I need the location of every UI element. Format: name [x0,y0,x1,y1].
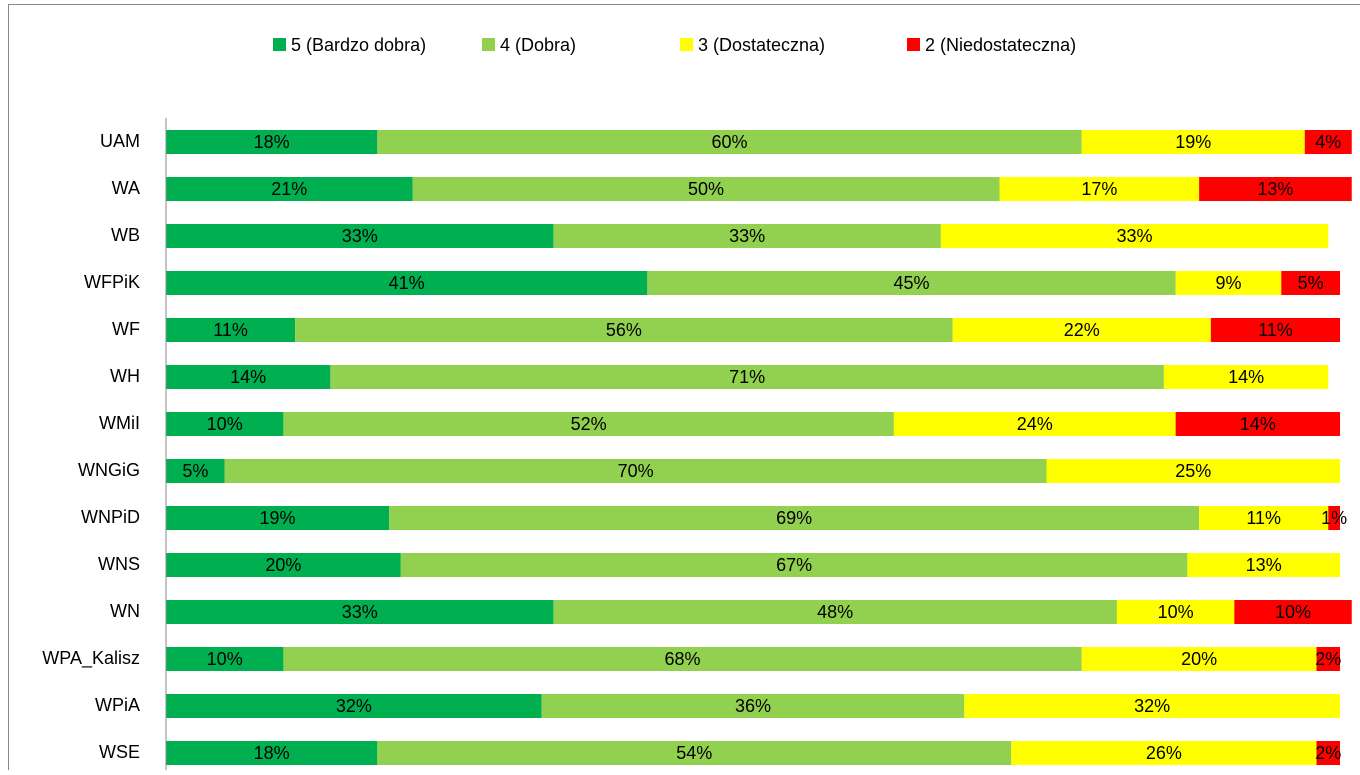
data-label: 33% [729,226,765,246]
data-label: 4% [1315,132,1341,152]
y-tick-label: WSE [99,742,140,762]
data-label: 26% [1146,743,1182,763]
data-label: 69% [776,508,812,528]
data-label: 21% [271,179,307,199]
data-label: 33% [342,602,378,622]
data-label: 45% [893,273,929,293]
data-label: 32% [336,696,372,716]
data-label: 18% [254,743,290,763]
y-tick-label: WNGiG [78,460,140,480]
data-label: 24% [1017,414,1053,434]
legend-label: 3 (Dostateczna) [698,35,825,55]
data-label: 54% [676,743,712,763]
data-label: 9% [1215,273,1241,293]
data-label: 33% [342,226,378,246]
data-label: 33% [1117,226,1153,246]
data-label: 13% [1246,555,1282,575]
data-label: 14% [230,367,266,387]
data-label: 19% [260,508,296,528]
data-label: 41% [389,273,425,293]
legend-swatch [273,38,286,51]
data-label: 48% [817,602,853,622]
data-label: 20% [265,555,301,575]
data-label: 71% [729,367,765,387]
data-label: 5% [182,461,208,481]
y-tick-label: WPA_Kalisz [42,648,140,669]
data-label: 36% [735,696,771,716]
data-label: 20% [1181,649,1217,669]
data-label: 18% [254,132,290,152]
data-label: 10% [207,414,243,434]
data-label: 11% [1246,508,1281,528]
legend-swatch [680,38,693,51]
data-label: 10% [1275,602,1311,622]
data-label: 13% [1257,179,1293,199]
data-label: 25% [1175,461,1211,481]
y-tick-label: WF [112,319,140,339]
data-label: 2% [1315,649,1341,669]
data-label: 67% [776,555,812,575]
y-tick-label: WA [112,178,140,198]
data-label: 68% [665,649,701,669]
data-label: 10% [207,649,243,669]
legend-swatch [482,38,495,51]
y-tick-label: WH [110,366,140,386]
data-label: 22% [1064,320,1100,340]
data-label: 70% [618,461,654,481]
data-label: 56% [606,320,642,340]
data-label: 52% [571,414,607,434]
data-label: 2% [1315,743,1341,763]
data-label: 1% [1321,508,1347,528]
data-label: 11% [1258,320,1293,340]
data-label: 14% [1228,367,1264,387]
data-label: 50% [688,179,724,199]
data-label: 10% [1158,602,1194,622]
y-tick-label: WPiA [95,695,140,715]
data-label: 5% [1298,273,1324,293]
y-tick-label: WNPiD [81,507,140,527]
y-tick-label: WB [111,225,140,245]
y-tick-label: WMiI [99,413,140,433]
data-label: 14% [1240,414,1276,434]
legend-label: 5 (Bardzo dobra) [291,35,426,55]
legend-label: 4 (Dobra) [500,35,576,55]
legend-label: 2 (Niedostateczna) [925,35,1076,55]
y-tick-label: UAM [100,131,140,151]
y-tick-label: WN [110,601,140,621]
data-label: 17% [1081,179,1117,199]
data-label: 11% [213,320,248,340]
y-tick-label: WNS [98,554,140,574]
data-label: 60% [712,132,748,152]
data-label: 32% [1134,696,1170,716]
legend-swatch [907,38,920,51]
y-tick-label: WFPiK [84,272,140,292]
data-label: 19% [1175,132,1211,152]
